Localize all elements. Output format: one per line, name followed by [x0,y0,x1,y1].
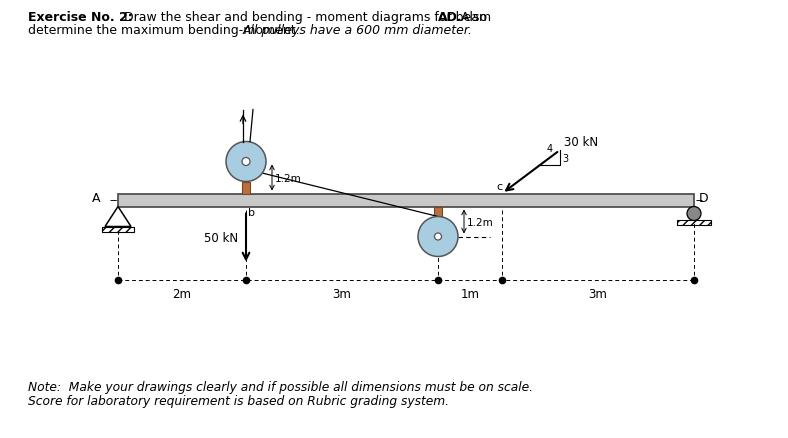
Text: 4: 4 [547,144,552,154]
Circle shape [242,158,250,166]
Text: 1.2m: 1.2m [275,173,302,183]
Circle shape [687,207,701,221]
Text: Draw the shear and bending - moment diagrams for beam: Draw the shear and bending - moment diag… [116,11,495,24]
Circle shape [434,233,441,240]
Text: b: b [248,208,255,218]
Bar [434,207,442,217]
Text: 50 kN: 50 kN [204,231,238,244]
Polygon shape [105,207,131,227]
Bar [242,182,250,194]
Text: determine the maximum bending-moment.: determine the maximum bending-moment. [28,24,303,37]
Text: All pulleys have a 600 mm diameter.: All pulleys have a 600 mm diameter. [243,24,473,37]
Text: Also: Also [457,11,487,24]
Text: 30 kN: 30 kN [563,136,598,149]
Circle shape [418,217,458,257]
Text: c: c [496,182,502,192]
Text: Score for laboratory requirement is based on Rubric grading system.: Score for laboratory requirement is base… [28,394,449,407]
Text: D: D [699,191,708,204]
Circle shape [226,142,266,182]
Text: AD.: AD. [438,11,463,24]
Bar [102,227,134,232]
Bar [118,194,694,207]
Text: Exercise No. 2:: Exercise No. 2: [28,11,132,24]
Text: A: A [91,191,100,204]
Text: 1.2m: 1.2m [467,217,494,227]
Text: 3m: 3m [333,287,351,300]
Text: 3m: 3m [589,287,608,300]
Text: 1m: 1m [460,287,480,300]
Bar [677,220,711,225]
Text: 3: 3 [563,153,569,163]
Text: 2m: 2m [173,287,191,300]
Text: Note:  Make your drawings clearly and if possible all dimensions must be on scal: Note: Make your drawings clearly and if … [28,380,533,393]
